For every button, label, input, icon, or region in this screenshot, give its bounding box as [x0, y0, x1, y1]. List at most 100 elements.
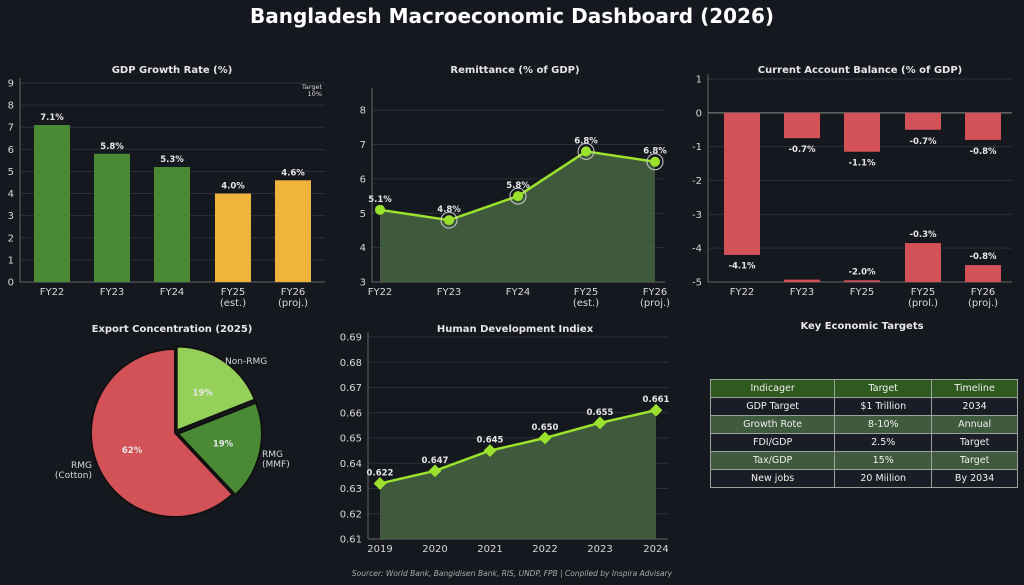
- target-annotation-line: 10%: [308, 90, 322, 98]
- slice-percent-label: 62%: [122, 446, 143, 456]
- pie-slice: [176, 401, 263, 497]
- x-tick-label: FY24: [506, 287, 531, 298]
- bar-value-label-line: 4.0%: [221, 182, 245, 192]
- slice-label-line: RMG: [71, 461, 92, 471]
- slice-percent-label-line: 19%: [192, 388, 213, 398]
- point-value-label-line: 5.8%: [506, 181, 530, 191]
- data-point: [650, 156, 660, 167]
- data-point: [428, 464, 442, 478]
- y-tick-label-line: 0.61: [340, 535, 362, 546]
- table-cell: FDI/GDP: [709, 433, 836, 452]
- y-tick-label: -4: [692, 244, 702, 255]
- y-tick-label-line: -1: [692, 142, 702, 153]
- x-tick-label-line: (proj.): [640, 298, 670, 309]
- slice-label-line: RMG: [262, 450, 283, 460]
- y-tick-label-line: 9: [8, 79, 14, 90]
- target-annotation: Target 10%: [301, 83, 323, 98]
- bar-value-label: 4.0%: [221, 182, 245, 192]
- x-tick-label: FY25 (prol.): [908, 287, 938, 309]
- bar: [905, 112, 941, 130]
- point-value-label: 4.8%: [437, 205, 461, 215]
- y-tick-label-line: 7: [8, 123, 14, 134]
- x-tick-label: FY26 (proj.): [640, 287, 670, 309]
- bar: [905, 243, 941, 282]
- bar-value-label: -0.7%: [909, 137, 937, 147]
- slice-percent-label-line: 62%: [122, 446, 143, 456]
- table-cell: 20 Miilion: [834, 469, 933, 488]
- x-tick-label-line: FY23: [437, 287, 462, 298]
- y-tick-label-line: 2: [8, 233, 14, 244]
- column-header: Indicager: [709, 379, 836, 398]
- x-tick-label: FY26 (proj.): [278, 287, 308, 309]
- data-point: [483, 444, 497, 457]
- y-tick-label: 0.66: [340, 408, 362, 419]
- table-cell: Target: [931, 451, 1018, 470]
- x-tick-label: 2022: [532, 544, 557, 555]
- bar: [94, 153, 130, 282]
- chart-title: Remittance (% of GDP): [450, 65, 579, 76]
- chart-title-line: Remittance (% of GDP): [450, 65, 579, 76]
- point-value-label: 0.622: [367, 468, 394, 478]
- y-tick-label-line: 5: [8, 167, 14, 178]
- x-tick-label: FY25 (est.): [220, 287, 246, 309]
- bar-value-label-line: 7.1%: [40, 113, 64, 123]
- table-cell: $1 Trillion: [834, 397, 933, 416]
- x-tick-label: 2020: [422, 544, 447, 555]
- y-tick-label: 0.69: [340, 333, 362, 344]
- table-cell: Growth Rote: [709, 415, 836, 434]
- y-tick-label-line: 8: [360, 106, 366, 117]
- point-value-label: 0.647: [422, 456, 449, 466]
- y-tick-label: 4: [360, 243, 366, 254]
- table-cell: 2.5%: [834, 433, 933, 452]
- area-fill: [380, 410, 656, 539]
- point-value-label-line: 0.647: [422, 456, 449, 466]
- y-tick-label: 7: [8, 123, 14, 134]
- bar: [215, 193, 251, 282]
- data-point: [375, 204, 385, 215]
- x-tick-label: 2023: [587, 544, 612, 555]
- targets-table: Indicager Target Timeline GDP Target $1 …: [709, 379, 1018, 488]
- y-tick-label-line: 6: [360, 174, 366, 185]
- y-tick-label: 4: [8, 189, 14, 200]
- y-tick-label-line: 6: [8, 145, 14, 156]
- x-tick-label-line: 2022: [532, 544, 557, 555]
- x-tick-label-line: FY24: [506, 287, 531, 298]
- pie-slice: [175, 345, 257, 432]
- slice-percent-label: 19%: [192, 388, 213, 398]
- bar: [965, 265, 1001, 282]
- x-tick-label-line: FY26: [643, 287, 668, 298]
- y-tick-label: 3: [8, 211, 14, 222]
- y-tick-label-line: 0.64: [340, 459, 362, 470]
- chart-title: GDP Growth Rate (%): [112, 65, 233, 76]
- bar: [275, 180, 311, 282]
- bar-value-label-line: -2.0%: [848, 267, 876, 277]
- marker-ring: [509, 187, 527, 205]
- point-value-label: 5.8%: [506, 181, 530, 191]
- bar-value-label-line: -0.8%: [969, 147, 997, 157]
- x-tick-label: FY22: [730, 287, 755, 298]
- x-tick-label: 2024: [643, 544, 668, 555]
- y-tick-label: 6: [360, 174, 366, 185]
- bar-value-label: -1.1%: [848, 159, 876, 169]
- targets-title: Key Economic Targets: [800, 321, 924, 332]
- y-tick-label-line: 0.63: [340, 484, 362, 495]
- bar-value-label-line: -4.1%: [728, 261, 756, 271]
- y-tick-label: 5: [8, 167, 14, 178]
- y-tick-label-line: 8: [8, 101, 14, 112]
- x-tick-label-line: 2019: [367, 544, 392, 555]
- y-tick-label-line: 7: [360, 140, 366, 151]
- bar: [844, 112, 880, 152]
- column-header: Target: [834, 379, 933, 398]
- slice-percent-label-line: 19%: [213, 440, 234, 450]
- x-tick-label: FY22: [40, 287, 65, 298]
- bar: [34, 125, 70, 282]
- bar-value-label-line: -0.7%: [788, 145, 816, 155]
- y-tick-label-line: 5: [360, 209, 366, 220]
- point-value-label-line: 6.8%: [574, 136, 598, 146]
- y-tick-label-line: 3: [360, 278, 366, 289]
- bar-value-label: 7.1%: [40, 113, 64, 123]
- y-tick-label: 0.62: [340, 509, 362, 520]
- point-value-label: 5.1%: [368, 195, 392, 205]
- slice-label-line: (Cotton): [55, 471, 92, 481]
